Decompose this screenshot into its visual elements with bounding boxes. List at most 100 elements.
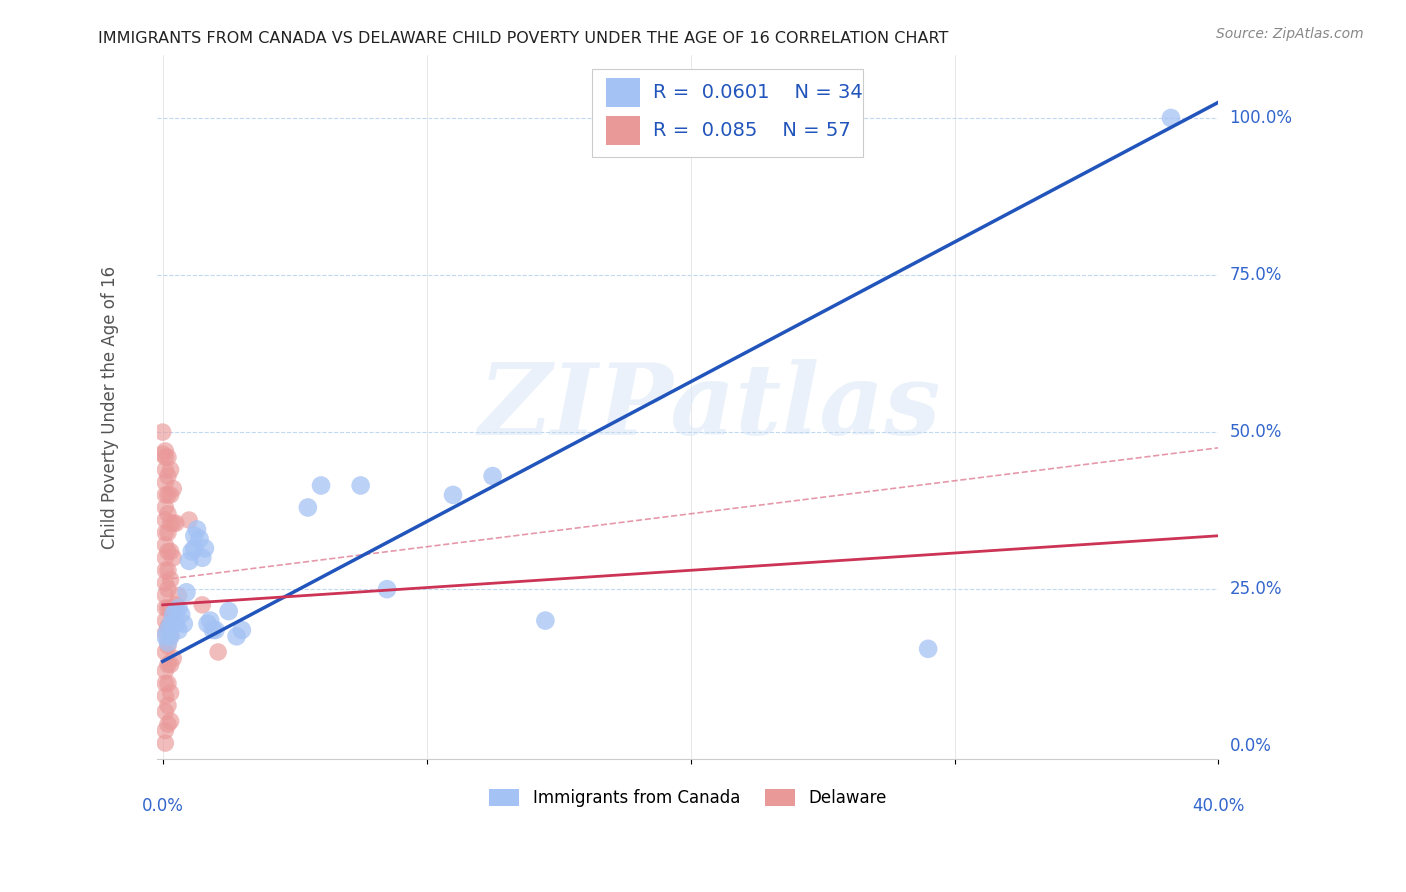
Text: R =  0.085    N = 57: R = 0.085 N = 57 xyxy=(652,121,851,140)
Point xyxy=(155,538,177,552)
Point xyxy=(177,513,200,527)
Point xyxy=(155,525,177,540)
Point xyxy=(167,601,190,615)
Point xyxy=(155,563,177,577)
FancyBboxPatch shape xyxy=(606,116,640,145)
Point xyxy=(155,463,177,477)
Point xyxy=(170,607,193,622)
Text: Source: ZipAtlas.com: Source: ZipAtlas.com xyxy=(1216,27,1364,41)
Point xyxy=(162,616,184,631)
Point xyxy=(155,475,177,490)
Point xyxy=(155,589,177,603)
Point xyxy=(155,444,177,458)
Point xyxy=(159,463,181,477)
Point xyxy=(198,614,221,628)
Point xyxy=(156,620,179,634)
Point xyxy=(162,607,184,622)
Text: 75.0%: 75.0% xyxy=(1230,266,1282,284)
Point xyxy=(165,598,187,612)
Point xyxy=(156,488,179,502)
FancyBboxPatch shape xyxy=(592,70,863,157)
Point xyxy=(191,550,214,565)
Point xyxy=(159,686,181,700)
Point xyxy=(207,645,229,659)
Point xyxy=(534,614,557,628)
Legend: Immigrants from Canada, Delaware: Immigrants from Canada, Delaware xyxy=(482,782,893,814)
Point xyxy=(155,614,177,628)
Point xyxy=(155,575,177,590)
Point xyxy=(162,607,184,622)
Point xyxy=(186,523,208,537)
Point xyxy=(155,676,177,690)
Text: ZIPatlas: ZIPatlas xyxy=(478,359,941,455)
Point xyxy=(152,447,174,461)
Point xyxy=(165,516,187,531)
Point xyxy=(155,664,177,678)
Point xyxy=(194,541,217,556)
Point xyxy=(159,601,181,615)
Point xyxy=(917,641,939,656)
Point xyxy=(155,723,177,738)
Text: 0.0%: 0.0% xyxy=(1230,737,1271,756)
Point xyxy=(155,689,177,703)
Text: R =  0.0601    N = 34: R = 0.0601 N = 34 xyxy=(652,83,863,102)
Point xyxy=(159,657,181,672)
Point xyxy=(156,563,179,577)
Point xyxy=(156,717,179,731)
Point xyxy=(297,500,319,515)
Point xyxy=(191,598,214,612)
Point xyxy=(441,488,464,502)
Point xyxy=(155,736,177,750)
Point xyxy=(156,635,179,649)
Point xyxy=(155,629,177,643)
Point xyxy=(152,425,174,439)
Point xyxy=(155,513,177,527)
Point xyxy=(155,705,177,719)
Point xyxy=(173,616,195,631)
Point xyxy=(155,450,177,465)
Point xyxy=(159,516,181,531)
Point xyxy=(309,478,332,492)
Point xyxy=(155,626,177,640)
Point xyxy=(162,651,184,665)
Point xyxy=(156,525,179,540)
Point xyxy=(197,616,219,631)
Point xyxy=(156,450,179,465)
Point xyxy=(156,639,179,653)
Point xyxy=(231,623,253,637)
Point xyxy=(481,469,503,483)
Point xyxy=(156,469,179,483)
Point xyxy=(165,604,187,618)
Point xyxy=(180,544,202,558)
Text: 100.0%: 100.0% xyxy=(1230,109,1292,127)
Point xyxy=(156,507,179,521)
Point xyxy=(159,629,181,643)
Text: Child Poverty Under the Age of 16: Child Poverty Under the Age of 16 xyxy=(101,266,118,549)
Point xyxy=(177,554,200,568)
Text: IMMIGRANTS FROM CANADA VS DELAWARE CHILD POVERTY UNDER THE AGE OF 16 CORRELATION: IMMIGRANTS FROM CANADA VS DELAWARE CHILD… xyxy=(98,31,949,46)
Point xyxy=(162,482,184,496)
Point xyxy=(201,623,224,637)
Point xyxy=(1160,111,1182,125)
Point xyxy=(176,585,198,599)
Text: 25.0%: 25.0% xyxy=(1230,580,1282,599)
Point xyxy=(159,544,181,558)
Point xyxy=(225,629,247,643)
Point xyxy=(159,488,181,502)
Point xyxy=(156,582,179,596)
Point xyxy=(183,541,205,556)
Point xyxy=(165,616,187,631)
Point xyxy=(156,676,179,690)
Point xyxy=(218,604,240,618)
Point xyxy=(155,550,177,565)
Point xyxy=(155,488,177,502)
Point xyxy=(155,601,177,615)
Point xyxy=(156,698,179,713)
Point xyxy=(156,601,179,615)
Text: 50.0%: 50.0% xyxy=(1230,423,1282,441)
Point xyxy=(188,532,211,546)
Point xyxy=(204,623,226,637)
Point xyxy=(159,714,181,728)
Point xyxy=(156,623,179,637)
Point xyxy=(183,529,205,543)
